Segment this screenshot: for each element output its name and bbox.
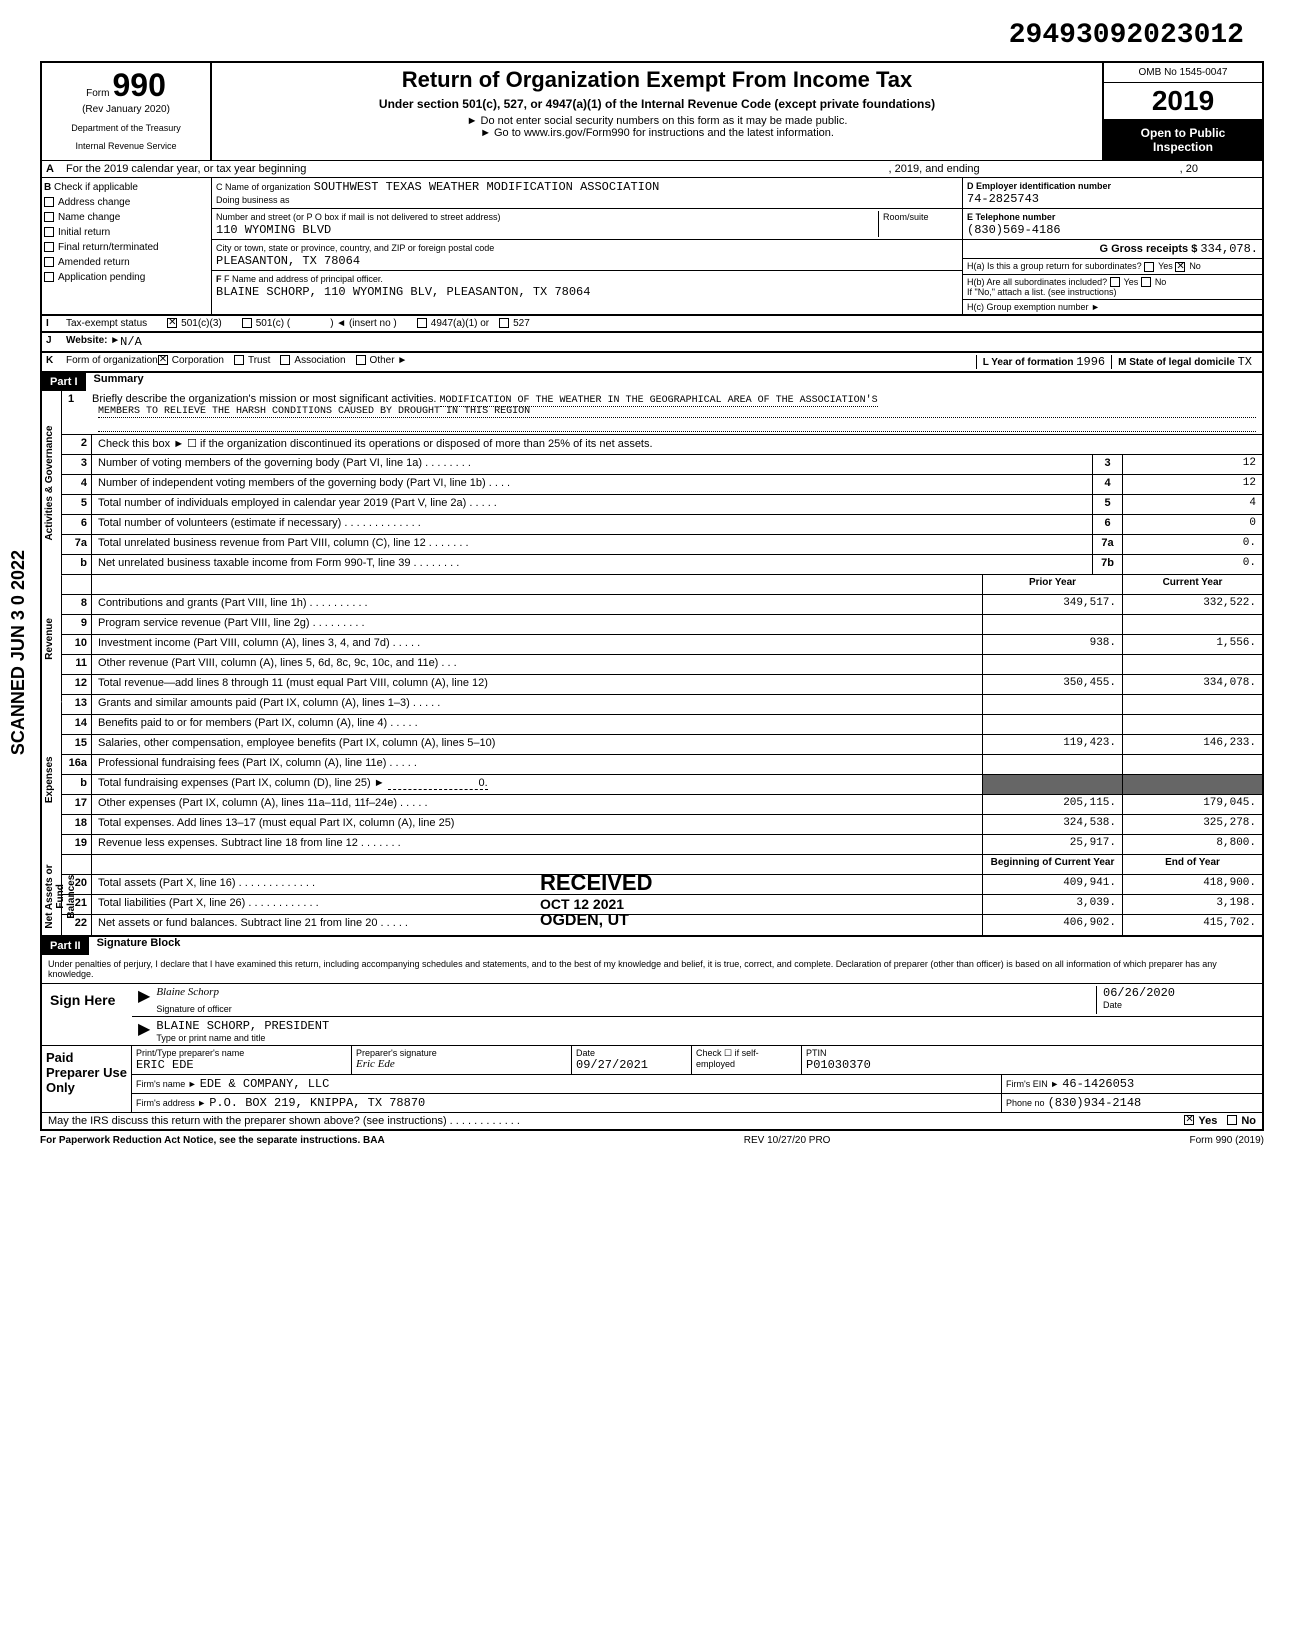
footer-left: For Paperwork Reduction Act Notice, see … bbox=[40, 1135, 385, 1146]
line5-val: 4 bbox=[1122, 495, 1262, 514]
main-title: Return of Organization Exempt From Incom… bbox=[220, 67, 1094, 93]
line7b-val: 0. bbox=[1122, 555, 1262, 574]
ptin: P01030370 bbox=[806, 1058, 1258, 1072]
line4-val: 12 bbox=[1122, 475, 1262, 494]
website: N/A bbox=[120, 335, 142, 349]
line22-prior: 406,902. bbox=[982, 915, 1122, 935]
footer-right: Form 990 (2019) bbox=[1190, 1135, 1264, 1146]
firm-phone: (830)934-2148 bbox=[1048, 1096, 1142, 1110]
omb-no: OMB No 1545-0047 bbox=[1104, 63, 1262, 83]
form-header-center: Return of Organization Exempt From Incom… bbox=[212, 63, 1102, 160]
dept-treasury: Department of the Treasury bbox=[46, 123, 206, 133]
discuss-yes-checkbox[interactable] bbox=[1184, 1115, 1194, 1125]
row-a: A For the 2019 calendar year, or tax yea… bbox=[40, 160, 1264, 178]
check-application-pending[interactable]: Application pending bbox=[44, 270, 209, 285]
instr-url: ► Go to www.irs.gov/Form990 for instruct… bbox=[220, 127, 1094, 139]
line10-prior: 938. bbox=[982, 635, 1122, 654]
check-amended-return[interactable]: Amended return bbox=[44, 255, 209, 270]
line20-prior: 409,941. bbox=[982, 875, 1122, 894]
line8-prior: 349,517. bbox=[982, 595, 1122, 614]
line8-curr: 332,522. bbox=[1122, 595, 1262, 614]
line19-curr: 8,800. bbox=[1122, 835, 1262, 854]
line3-val: 12 bbox=[1122, 455, 1262, 474]
firm-name: EDE & COMPANY, LLC bbox=[200, 1077, 330, 1091]
row-i: I Tax-exempt status 501(c)(3) 501(c) ( )… bbox=[40, 316, 1264, 333]
form-header-right: OMB No 1545-0047 20201919 Open to Public… bbox=[1102, 63, 1262, 160]
city-state-zip: PLEASANTON, TX 78064 bbox=[216, 254, 360, 268]
rev-date: (Rev January 2020) bbox=[46, 104, 206, 115]
penalties-text: Under penalties of perjury, I declare th… bbox=[42, 955, 1262, 984]
year-formation: 1996 bbox=[1076, 355, 1105, 369]
document-number: 29493092023012 bbox=[40, 20, 1264, 51]
line18-curr: 325,278. bbox=[1122, 815, 1262, 834]
check-initial-return[interactable]: Initial return bbox=[44, 225, 209, 240]
signature-block: Under penalties of perjury, I declare th… bbox=[40, 955, 1264, 1131]
ha-no-checkbox[interactable] bbox=[1175, 262, 1185, 272]
check-corporation[interactable] bbox=[158, 355, 168, 365]
ein: 74-2825743 bbox=[967, 192, 1039, 206]
line18-prior: 324,538. bbox=[982, 815, 1122, 834]
col-b-checks: B Check if applicable Address change Nam… bbox=[42, 178, 212, 314]
line12-curr: 334,078. bbox=[1122, 675, 1262, 694]
officer-name-title: BLAINE SCHORP, PRESIDENT bbox=[156, 1019, 1256, 1033]
sign-here-label: Sign Here bbox=[42, 984, 132, 1045]
check-501c3[interactable] bbox=[167, 318, 177, 328]
line12-prior: 350,455. bbox=[982, 675, 1122, 694]
form-word: Form bbox=[86, 88, 109, 99]
group-net-assets: Net Assets or Fund Balances bbox=[42, 857, 62, 936]
part2-header: Part II Signature Block bbox=[40, 937, 1264, 955]
line6-val: 0 bbox=[1122, 515, 1262, 534]
form-header-left: Form 990 (Rev January 2020) Department o… bbox=[42, 63, 212, 160]
group-revenue: Revenue bbox=[42, 576, 62, 702]
line22-curr: 415,702. bbox=[1122, 915, 1262, 935]
scanned-stamp: SCANNED JUN 3 0 2022 bbox=[8, 550, 29, 755]
line20-curr: 418,900. bbox=[1122, 875, 1262, 894]
street-address: 110 WYOMING BLVD bbox=[216, 223, 331, 237]
group-governance: Activities & Governance bbox=[42, 391, 62, 576]
check-final-return[interactable]: Final return/terminated bbox=[44, 240, 209, 255]
phone: (830)569-4186 bbox=[967, 223, 1061, 237]
page-footer: For Paperwork Reduction Act Notice, see … bbox=[40, 1131, 1264, 1150]
form-header: Form 990 (Rev January 2020) Department o… bbox=[40, 61, 1264, 160]
section-b: B Check if applicable Address change Nam… bbox=[40, 178, 1264, 316]
row-k: K Form of organization Corporation Trust… bbox=[40, 353, 1264, 373]
dept-irs: Internal Revenue Service bbox=[46, 141, 206, 151]
sign-date: 06/26/2020 bbox=[1103, 986, 1256, 1000]
line17-prior: 205,115. bbox=[982, 795, 1122, 814]
line15-prior: 119,423. bbox=[982, 735, 1122, 754]
col-b-org-info: C Name of organization SOUTHWEST TEXAS W… bbox=[212, 178, 962, 314]
check-address-change[interactable]: Address change bbox=[44, 195, 209, 210]
line17-curr: 179,045. bbox=[1122, 795, 1262, 814]
state-domicile: TX bbox=[1238, 355, 1252, 369]
open-public: Open to PublicInspection bbox=[1104, 120, 1262, 160]
line21-curr: 3,198. bbox=[1122, 895, 1262, 914]
line10-curr: 1,556. bbox=[1122, 635, 1262, 654]
instr-ssn: ► Do not enter social security numbers o… bbox=[220, 115, 1094, 127]
discuss-no-checkbox[interactable] bbox=[1227, 1115, 1237, 1125]
line7a-val: 0. bbox=[1122, 535, 1262, 554]
preparer-name: ERIC EDE bbox=[136, 1058, 347, 1072]
sub-title: Under section 501(c), 527, or 4947(a)(1)… bbox=[220, 97, 1094, 111]
firm-ein: 46-1426053 bbox=[1062, 1077, 1134, 1091]
prep-date: 09/27/2021 bbox=[576, 1058, 687, 1072]
group-expenses: Expenses bbox=[42, 702, 62, 857]
principal-officer: BLAINE SCHORP, 110 WYOMING BLV, PLEASANT… bbox=[216, 285, 590, 299]
line15-curr: 146,233. bbox=[1122, 735, 1262, 754]
part1-body: Activities & Governance Revenue Expenses… bbox=[40, 391, 1264, 937]
col-b-right: D Employer identification number 74-2825… bbox=[962, 178, 1262, 314]
row-j: J Website: ► N/A bbox=[40, 333, 1264, 353]
tax-year: 20201919 bbox=[1104, 83, 1262, 120]
line19-prior: 25,917. bbox=[982, 835, 1122, 854]
paid-preparer-label: Paid Preparer Use Only bbox=[42, 1046, 132, 1112]
form-number: 990 bbox=[113, 67, 166, 103]
summary-body: 1Briefly describe the organization's mis… bbox=[62, 391, 1262, 935]
check-name-change[interactable]: Name change bbox=[44, 210, 209, 225]
mission-line2: MEMBERS TO RELIEVE THE HARSH CONDITIONS … bbox=[98, 406, 1256, 418]
footer-mid: REV 10/27/20 PRO bbox=[744, 1135, 831, 1146]
org-name: SOUTHWEST TEXAS WEATHER MODIFICATION ASS… bbox=[314, 180, 660, 194]
part1-header: Part I Summary bbox=[40, 373, 1264, 391]
gross-receipts: 334,078. bbox=[1200, 242, 1258, 256]
line21-prior: 3,039. bbox=[982, 895, 1122, 914]
firm-address: P.O. BOX 219, KNIPPA, TX 78870 bbox=[209, 1096, 425, 1110]
